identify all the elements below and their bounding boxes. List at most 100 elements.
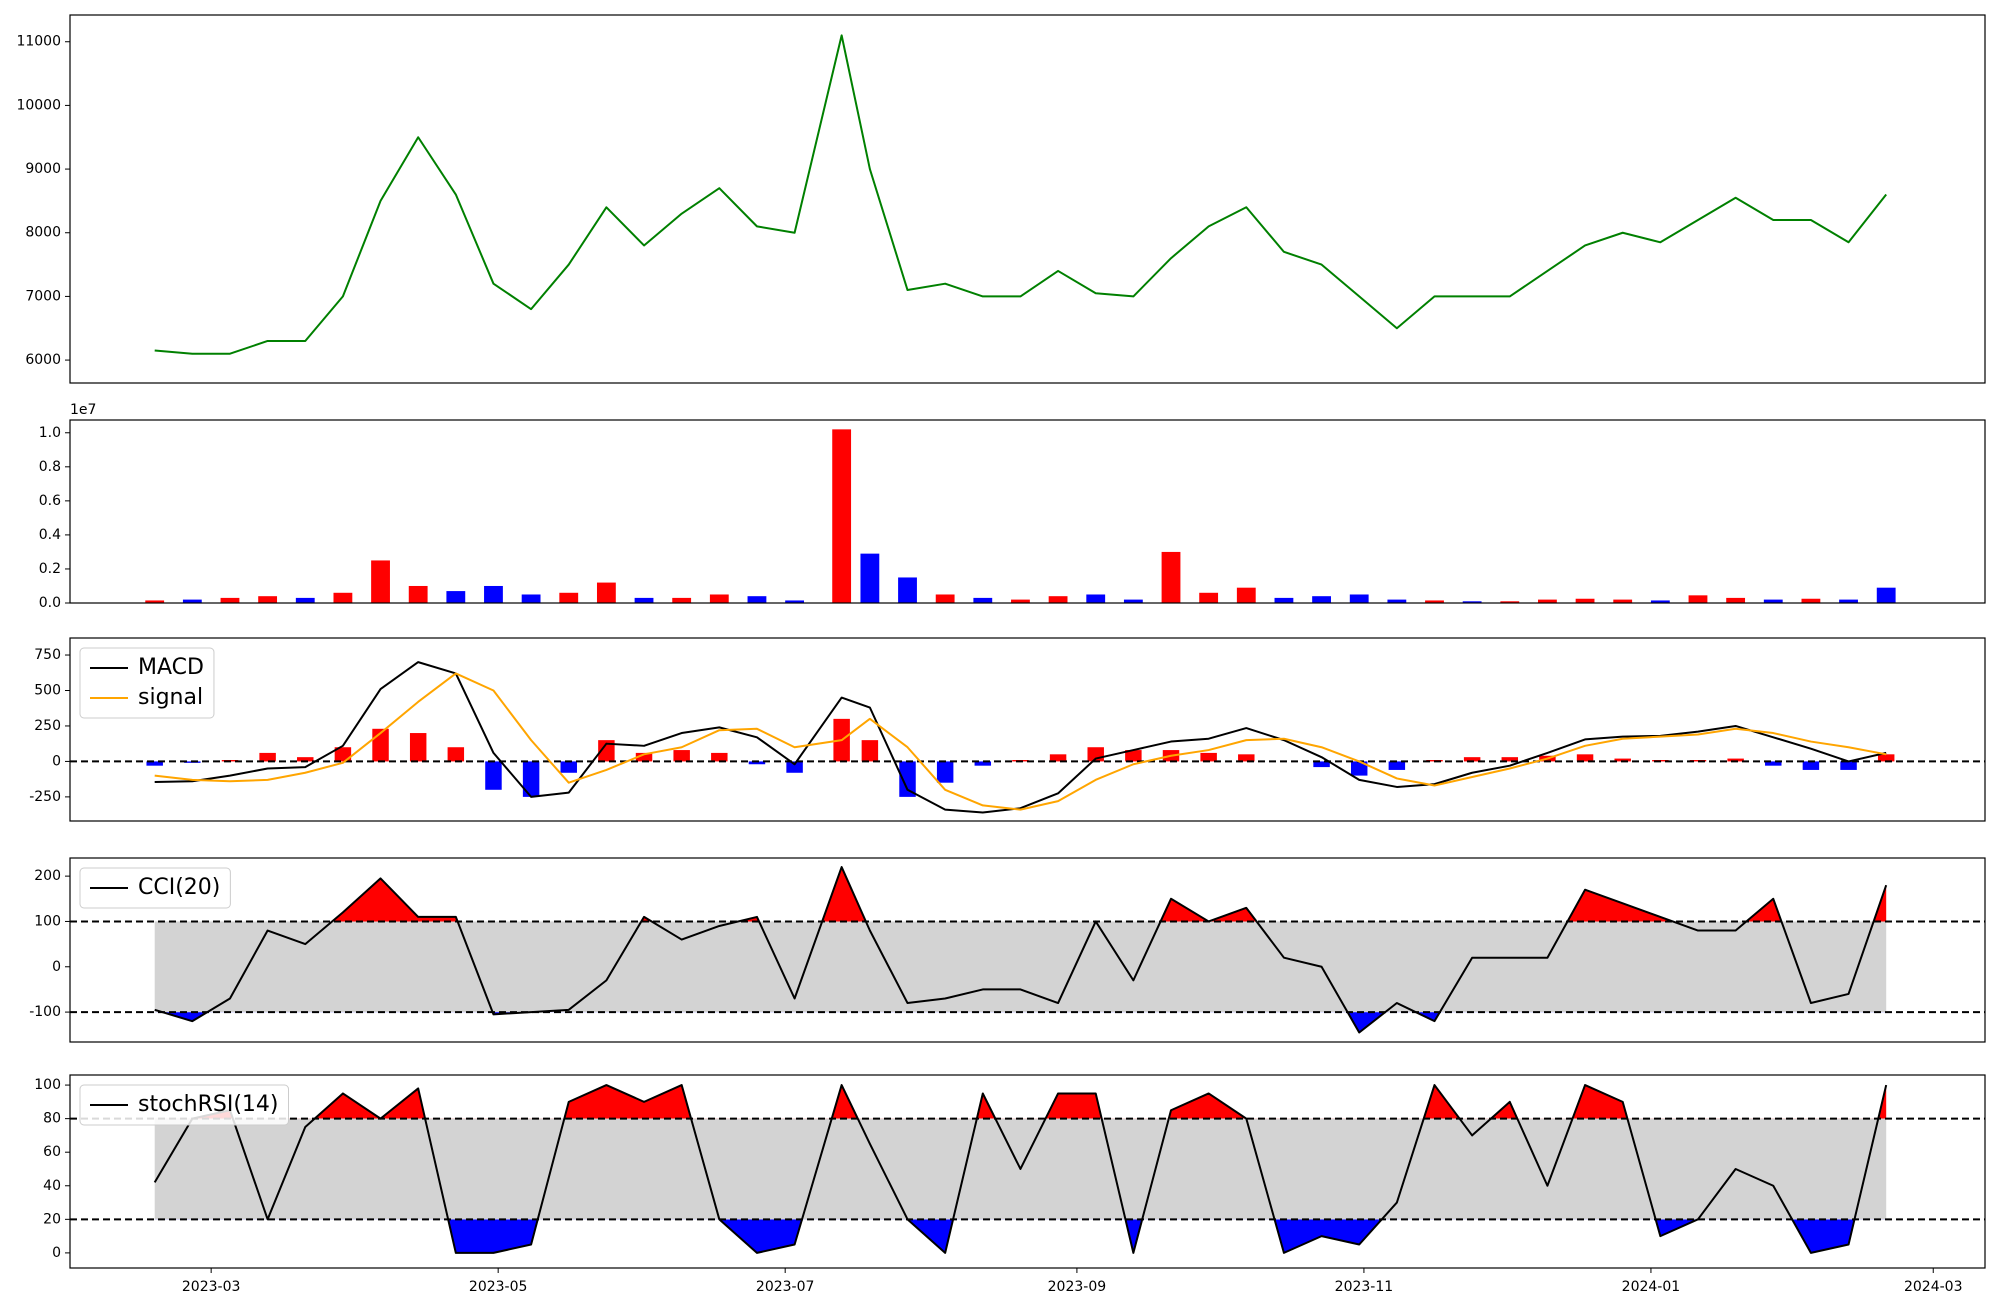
volume-bar [860, 553, 880, 603]
volume-bar [747, 596, 767, 603]
volume-bar [1839, 599, 1858, 603]
histogram-bar [899, 761, 916, 797]
volume-bar [1161, 551, 1181, 603]
volume-bar [1575, 598, 1595, 603]
histogram-bar [1388, 761, 1406, 770]
volume-bar [1876, 587, 1896, 603]
y-tick-label: 0.4 [39, 527, 61, 543]
series-line [154, 672, 1887, 811]
panel: -250 0 250 500 750 MACD signal [29, 637, 1986, 822]
panel-frame [69, 637, 1986, 822]
y-tick-label: 40 [43, 1178, 61, 1194]
y-tick-label: 0.0 [39, 595, 61, 611]
y-tick-label: 750 [34, 647, 61, 663]
x-tick-label: 2023-05 [469, 1279, 528, 1295]
volume-bar [220, 597, 240, 603]
y-tick-label: 20 [43, 1211, 61, 1227]
histogram-bar [1125, 750, 1142, 762]
histogram-bar [485, 761, 502, 790]
histogram-bar [861, 740, 879, 762]
volume-bar [832, 429, 852, 603]
volume-bar [1199, 592, 1219, 603]
legend-label: MACD [138, 655, 204, 680]
volume-bar [371, 560, 390, 603]
y-tick-label: 200 [34, 868, 61, 884]
x-tick-label: 2023-11 [1335, 1279, 1394, 1295]
volume-bar [484, 585, 503, 603]
histogram-bar [1463, 757, 1481, 762]
volume-bar [333, 592, 353, 603]
histogram-bar [259, 752, 276, 762]
volume-bar [1011, 599, 1030, 603]
volume-bar [1274, 597, 1294, 603]
volume-bar [1086, 594, 1106, 603]
volume-bar [1349, 594, 1369, 603]
y-tick-label: 9000 [25, 161, 61, 177]
legend-label: stochRSI(14) [138, 1092, 279, 1117]
histogram-bar [1238, 754, 1255, 762]
volume-bar [1462, 601, 1482, 603]
legend-box [79, 647, 215, 719]
volume-bar [973, 597, 993, 603]
y-tick-label: 100 [34, 1077, 61, 1093]
y-tick-label: 0.6 [39, 493, 61, 509]
volume-bar [1726, 597, 1746, 603]
histogram-bar [1802, 761, 1820, 770]
volume-bar [898, 577, 917, 603]
legend-box [79, 1084, 289, 1126]
histogram-bar [447, 747, 465, 762]
x-tick-label: 2023-09 [1048, 1279, 1107, 1295]
volume-bar [634, 597, 654, 603]
panel: 0 20 40 60 80 100 2023-03 2023-05 2023-07 2023-09… [34, 1074, 1986, 1295]
panel: 0.0 0.2 0.4 0.6 0.8 1.0 1e7 [39, 402, 1986, 611]
volume-bar [1236, 587, 1256, 603]
volume-bar [521, 594, 541, 603]
volume-bar [1387, 599, 1407, 603]
y-tick-label: 250 [34, 718, 61, 734]
volume-bar [1613, 599, 1633, 603]
y-tick-label: 0.8 [39, 459, 61, 475]
y-tick-label: 60 [43, 1144, 61, 1160]
legend-label: signal [138, 685, 203, 710]
series-line [153, 1084, 1888, 1254]
y-tick-label: 0 [52, 1245, 61, 1261]
histogram-bar [1350, 761, 1368, 776]
histogram-bar [146, 761, 163, 766]
histogram-bar [1840, 761, 1857, 770]
histogram-bar [1576, 754, 1594, 762]
histogram-bar [1200, 752, 1217, 762]
panel: -100 0 100 200 CCI(20) [29, 857, 1986, 1043]
threshold-band [154, 921, 1887, 1013]
series-line [154, 866, 1888, 1034]
volume-bar [709, 594, 729, 603]
y-tick-label: -250 [29, 789, 61, 805]
y-tick-label: 0 [52, 753, 61, 769]
volume-bar [1763, 599, 1783, 603]
histogram-bar [1501, 757, 1519, 762]
volume-bar [672, 597, 692, 603]
histogram-bar [1689, 760, 1707, 762]
y-tick-label: 0 [52, 959, 61, 975]
histogram-bar [748, 761, 766, 765]
x-tick-label: 2024-01 [1622, 1279, 1681, 1295]
y-tick-label: 7000 [25, 288, 61, 304]
volume-bar [446, 591, 466, 603]
volume-bar [1801, 598, 1821, 603]
x-tick-label: 2024-03 [1904, 1279, 1963, 1295]
volume-bar [1312, 596, 1331, 603]
y-tick-label: 80 [43, 1111, 61, 1127]
panel-frame [69, 419, 1986, 604]
histogram-bar [297, 757, 314, 762]
x-tick-label: 2023-07 [756, 1279, 815, 1295]
histogram-bar [409, 733, 427, 762]
histogram-bar [936, 761, 954, 783]
volume-bar [785, 600, 805, 603]
y-tick-label: 10000 [16, 97, 61, 113]
histogram-bar [1765, 761, 1782, 766]
histogram-bar [522, 761, 540, 797]
y-tick-label: 8000 [25, 225, 61, 241]
histogram-bar [1614, 758, 1631, 762]
histogram-bar [711, 752, 728, 762]
series-line [154, 34, 1887, 355]
y-tick-label: 100 [34, 913, 61, 929]
